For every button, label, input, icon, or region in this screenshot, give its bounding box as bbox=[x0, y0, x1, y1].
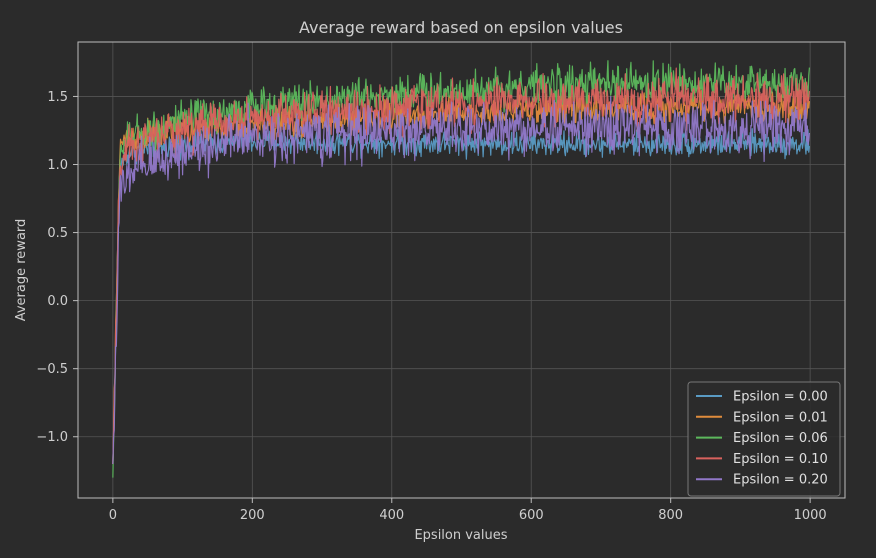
series-line-4 bbox=[112, 95, 811, 464]
chart-title: Average reward based on epsilon values bbox=[299, 18, 623, 37]
y-tick-label: 0.5 bbox=[47, 226, 68, 241]
legend-box bbox=[687, 381, 841, 497]
x-tick-label: 400 bbox=[379, 508, 404, 523]
y-tick-label: 1.5 bbox=[47, 90, 68, 105]
y-tick-label: 0.0 bbox=[47, 294, 68, 309]
axes-frame bbox=[77, 41, 846, 499]
legend-label-3: Epsilon = 0.10 bbox=[733, 452, 828, 467]
x-tick-label: 200 bbox=[240, 508, 265, 523]
legend-label-0: Epsilon = 0.00 bbox=[733, 390, 828, 405]
x-tick-label: 1000 bbox=[794, 508, 827, 523]
legend-label-1: Epsilon = 0.01 bbox=[733, 410, 828, 425]
x-tick-label: 800 bbox=[658, 508, 683, 523]
x-axis-label: Epsilon values bbox=[414, 528, 507, 543]
y-tick-label: 1.0 bbox=[47, 158, 68, 173]
y-axis-label: Average reward bbox=[14, 219, 29, 322]
legend-label-2: Epsilon = 0.06 bbox=[733, 431, 828, 446]
legend: Epsilon = 0.00 Epsilon = 0.01 Epsilon = 0.… bbox=[687, 381, 841, 497]
y-tick-label: −0.5 bbox=[36, 362, 68, 377]
x-tick-label: 600 bbox=[519, 508, 544, 523]
y-tick-label: −1.0 bbox=[36, 430, 68, 445]
legend-label-4: Epsilon = 0.20 bbox=[733, 473, 828, 488]
x-tick-label: 0 bbox=[109, 508, 117, 523]
